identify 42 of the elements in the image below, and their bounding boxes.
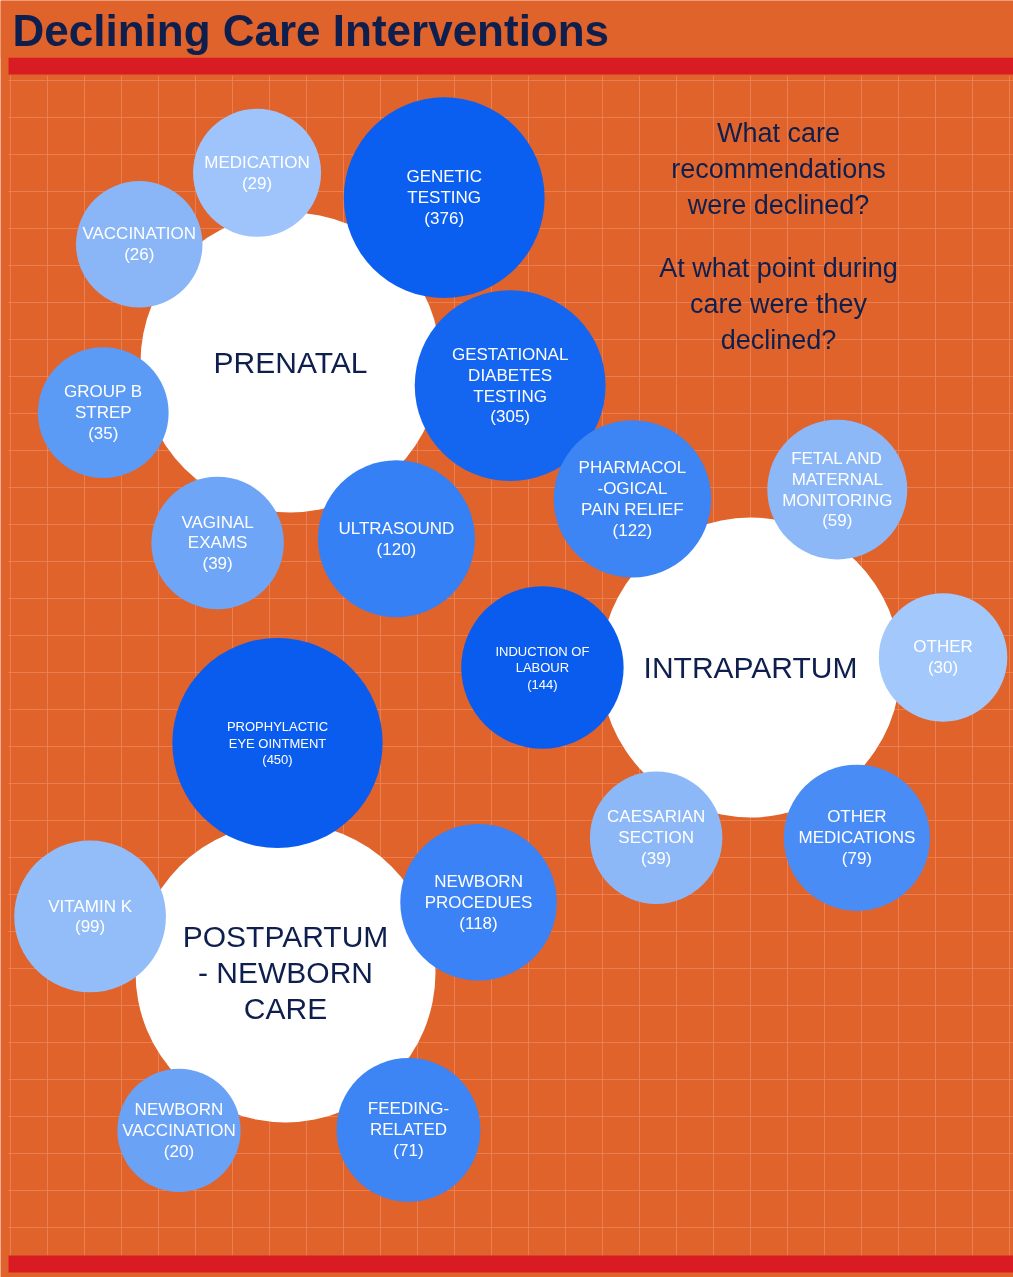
category-label: CAESARIAN SECTION: [607, 807, 706, 848]
category-label: VACCINATION: [82, 224, 197, 244]
data-label: (120): [376, 539, 417, 559]
data-label: (20): [163, 1141, 195, 1161]
data-label: (79): [841, 849, 873, 869]
data-label: (99): [74, 917, 106, 937]
series-label: POSTPARTUM - NEWBORN CARE: [182, 919, 389, 1026]
category-label: OTHER: [913, 637, 973, 657]
data-label: (376): [424, 209, 465, 229]
series-label: INTRAPARTUM: [643, 651, 858, 684]
data-label: (35): [88, 424, 119, 444]
category-label: ULTRASOUND: [338, 518, 455, 538]
category-label: GESTATIONAL DIABETES TESTING: [451, 344, 569, 406]
text: Declining Care Interventions: [12, 6, 610, 55]
data-label: (39): [202, 554, 233, 574]
data-label: (29): [241, 173, 273, 193]
category-label: NEWBORN PROCEDUES: [424, 871, 533, 912]
category-label: GENETIC TESTING: [406, 167, 482, 208]
category-label: MEDICATION: [204, 152, 310, 172]
category-label: VITAMIN K: [48, 896, 133, 916]
category-label: OTHER MEDICATIONS: [798, 807, 916, 848]
text: At what point during care were they declined?: [659, 252, 898, 355]
text: What care recommendations were declined?: [671, 117, 886, 220]
data-label: (30): [927, 658, 959, 678]
data-label: (305): [490, 407, 530, 427]
data-label: (71): [393, 1141, 424, 1161]
data-label: (144): [527, 676, 558, 692]
category-label: INDUCTION OF LABOUR: [495, 643, 590, 675]
series-label: PRENATAL: [213, 346, 368, 379]
category-label: GROUP B STREP: [64, 382, 143, 423]
data-label: (26): [124, 245, 155, 265]
category-label: NEWBORN VACCINATION: [122, 1100, 236, 1140]
category-label: FEEDING- RELATED: [367, 1099, 450, 1140]
category-label: PHARMACOL -OGICAL PAIN RELIEF: [578, 458, 687, 519]
category-label: VAGINAL EXAMS: [181, 512, 254, 553]
data-label: (122): [612, 520, 653, 540]
data-label: (59): [822, 511, 853, 531]
category-label: FETAL AND MATERNAL MONITORING: [782, 448, 893, 510]
category-label: PROPHYLACTIC EYE OINTMENT: [226, 719, 329, 751]
data-label: (118): [459, 913, 498, 933]
data-label: (39): [641, 849, 672, 869]
data-label: (450): [262, 752, 293, 767]
